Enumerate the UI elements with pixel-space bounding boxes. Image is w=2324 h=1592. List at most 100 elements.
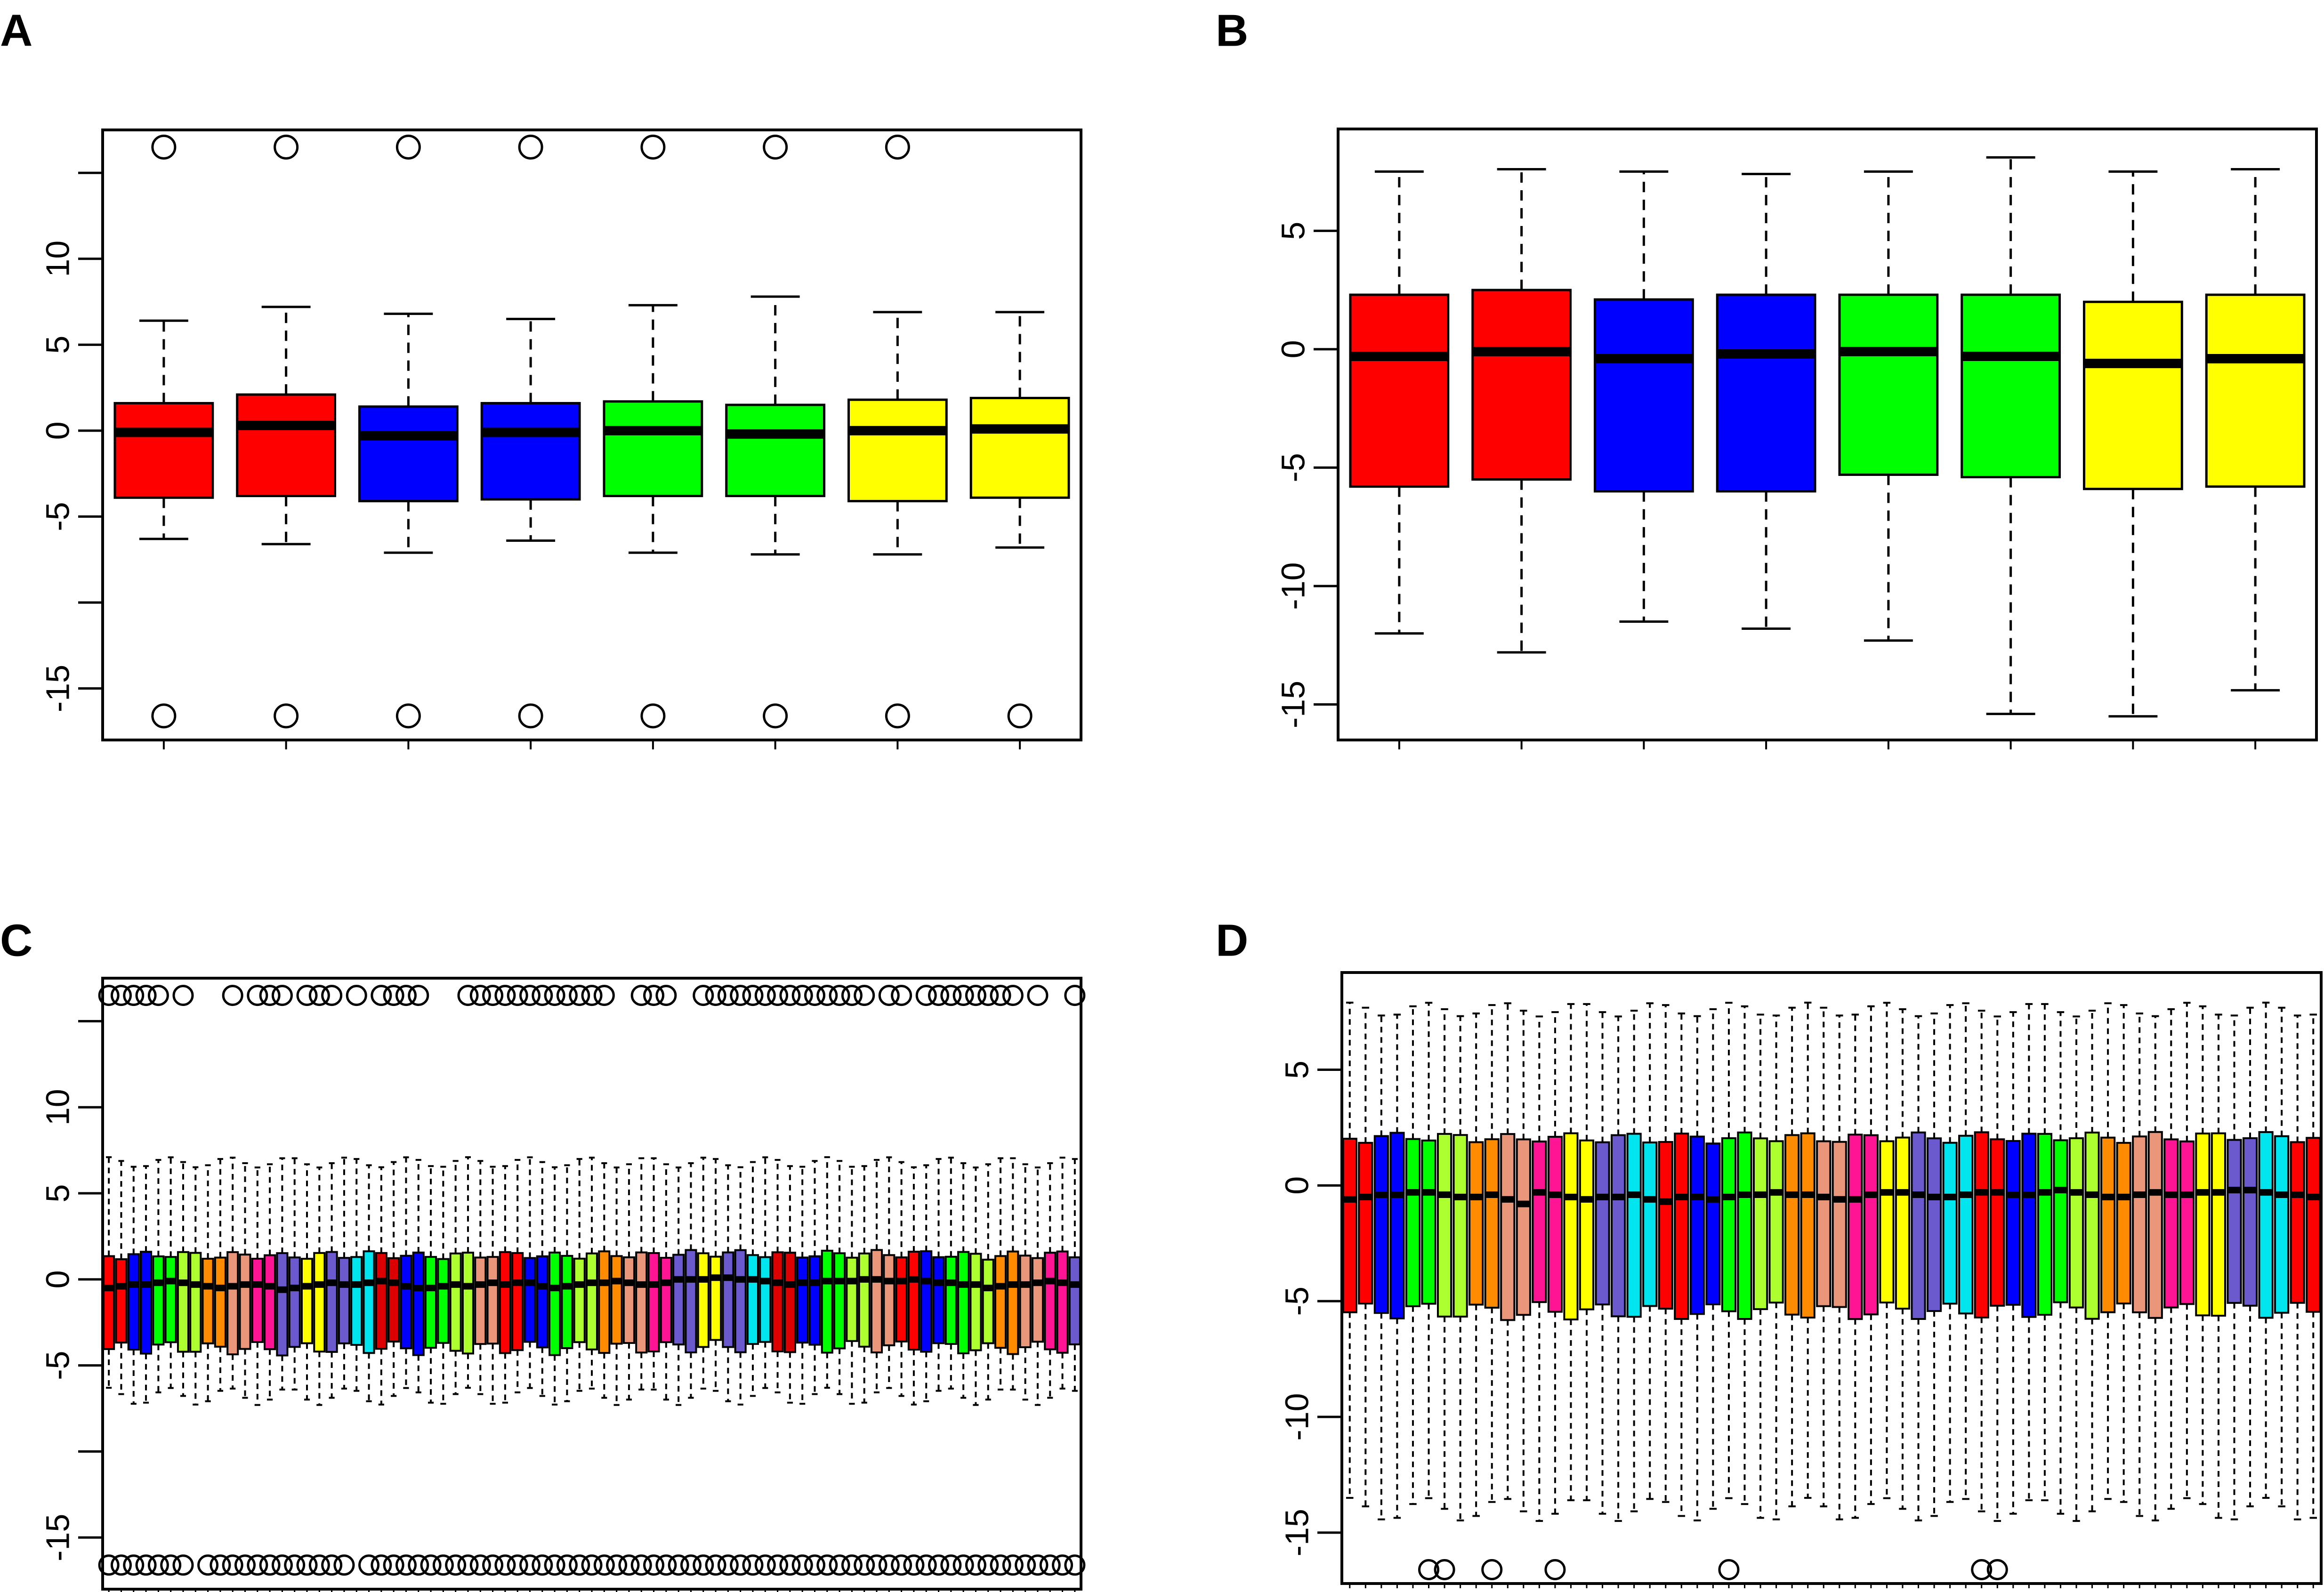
- box-6: [160, 1156, 182, 1576]
- outlier-point: [693, 985, 714, 1006]
- outlier-point: [1986, 1559, 2008, 1580]
- box-4: [1716, 173, 1816, 630]
- outlier-point: [878, 985, 900, 1006]
- box-2: [1471, 168, 1572, 654]
- box-15: [271, 985, 293, 1576]
- y-tick-label: 10: [39, 1089, 76, 1126]
- box-48: [680, 1162, 702, 1576]
- box-59: [2258, 1001, 2274, 1499]
- outlier-point: [767, 1554, 789, 1576]
- iqr-box: [412, 1251, 425, 1356]
- iqr-box: [1689, 1135, 1705, 1315]
- box-62: [854, 985, 875, 1576]
- box-36: [1895, 1008, 1911, 1510]
- iqr-box: [214, 1256, 226, 1348]
- y-tick-label: -15: [39, 1514, 76, 1561]
- box-2: [1358, 1006, 1373, 1508]
- y-tick-label: 0: [1275, 340, 1311, 358]
- iqr-box: [1484, 1138, 1500, 1309]
- outlier-point: [928, 1554, 950, 1576]
- box-29: [445, 1160, 467, 1576]
- outlier-point: [829, 985, 850, 1006]
- y-tick-label: -15: [1275, 681, 1311, 728]
- outlier-point: [1027, 985, 1049, 1006]
- iqr-box: [2163, 1138, 2179, 1309]
- box-39: [1942, 1004, 1958, 1503]
- y-axis: -15 -5 0 5 10: [39, 171, 103, 712]
- iqr-box: [1044, 1252, 1057, 1351]
- box-57: [2227, 1014, 2242, 1520]
- outlier-point: [556, 985, 578, 1006]
- iqr-box: [189, 1252, 202, 1353]
- outlier-point: [371, 985, 392, 1006]
- outlier-point: [259, 1554, 281, 1576]
- iqr-box: [920, 1250, 933, 1353]
- iqr-box: [264, 1254, 276, 1351]
- iqr-box: [1961, 293, 2061, 479]
- iqr-box: [969, 397, 1070, 499]
- outlier-point: [742, 985, 764, 1006]
- iqr-box: [2274, 1135, 2290, 1314]
- iqr-box: [2227, 1139, 2242, 1304]
- box-2: [110, 985, 132, 1576]
- box-73: [990, 985, 1011, 1576]
- outlier-point: [606, 1554, 628, 1576]
- y-axis: -15 -5 0 5 10: [39, 1020, 103, 1561]
- iqr-box: [1642, 1142, 1658, 1307]
- box-1: [98, 985, 120, 1576]
- iqr-box: [1832, 1141, 1847, 1308]
- iqr-box: [511, 1252, 524, 1351]
- outlier-point: [763, 135, 788, 160]
- outlier-point: [151, 135, 177, 160]
- iqr-box: [573, 1257, 586, 1343]
- iqr-box: [363, 1250, 375, 1354]
- box-65: [891, 985, 912, 1576]
- box-26: [408, 985, 429, 1576]
- y-tick-label: 10: [39, 241, 76, 277]
- iqr-box: [2100, 1136, 2116, 1313]
- box-41: [593, 985, 615, 1576]
- iqr-box: [1349, 293, 1450, 488]
- iqr-box: [2132, 1135, 2147, 1313]
- iqr-box: [2084, 1131, 2100, 1320]
- outlier-point: [841, 985, 863, 1006]
- box-47: [2068, 1015, 2084, 1522]
- iqr-box: [1721, 1137, 1737, 1312]
- iqr-box: [1358, 1142, 1373, 1305]
- panel-label: C: [0, 915, 32, 965]
- iqr-box: [536, 1255, 549, 1349]
- box-25: [1718, 1002, 1740, 1580]
- iqr-box: [722, 1251, 734, 1348]
- iqr-box: [1974, 1131, 1989, 1319]
- box-12: [1516, 1010, 1531, 1512]
- box-11: [1500, 1002, 1516, 1500]
- outlier-point: [1418, 1559, 1440, 1580]
- box-37: [544, 985, 565, 1576]
- box-74: [1002, 985, 1024, 1576]
- box-51: [2132, 1012, 2147, 1517]
- outlier-point: [730, 1554, 751, 1576]
- outlier-point: [655, 1554, 677, 1576]
- box-33: [494, 985, 516, 1576]
- box-34: [507, 985, 528, 1576]
- box-4: [135, 985, 157, 1576]
- outlier-point: [222, 985, 243, 1006]
- iqr-box: [771, 1251, 784, 1352]
- box-52: [2147, 1015, 2163, 1521]
- box-45: [643, 985, 665, 1576]
- box-22: [358, 1164, 380, 1576]
- box-3: [1593, 170, 1694, 623]
- box-18: [308, 985, 330, 1576]
- box-30: [457, 985, 479, 1576]
- iqr-box: [127, 1253, 140, 1351]
- box-1: [113, 135, 214, 729]
- y-tick-label: -10: [1278, 1393, 1315, 1440]
- plot-frame: [1340, 971, 2323, 1585]
- outlier-point: [321, 1554, 343, 1576]
- iqr-box: [251, 1257, 264, 1343]
- box-58: [804, 985, 825, 1576]
- panels: A -15 -5 0 5 10 B -15 -10 -5 0 5 C -15 -5 0 5 10 D -15 -10 -5…: [0, 5, 2323, 1592]
- y-tick-label: 0: [39, 421, 76, 440]
- outlier-point: [532, 985, 553, 1006]
- outlier-point: [210, 1554, 231, 1576]
